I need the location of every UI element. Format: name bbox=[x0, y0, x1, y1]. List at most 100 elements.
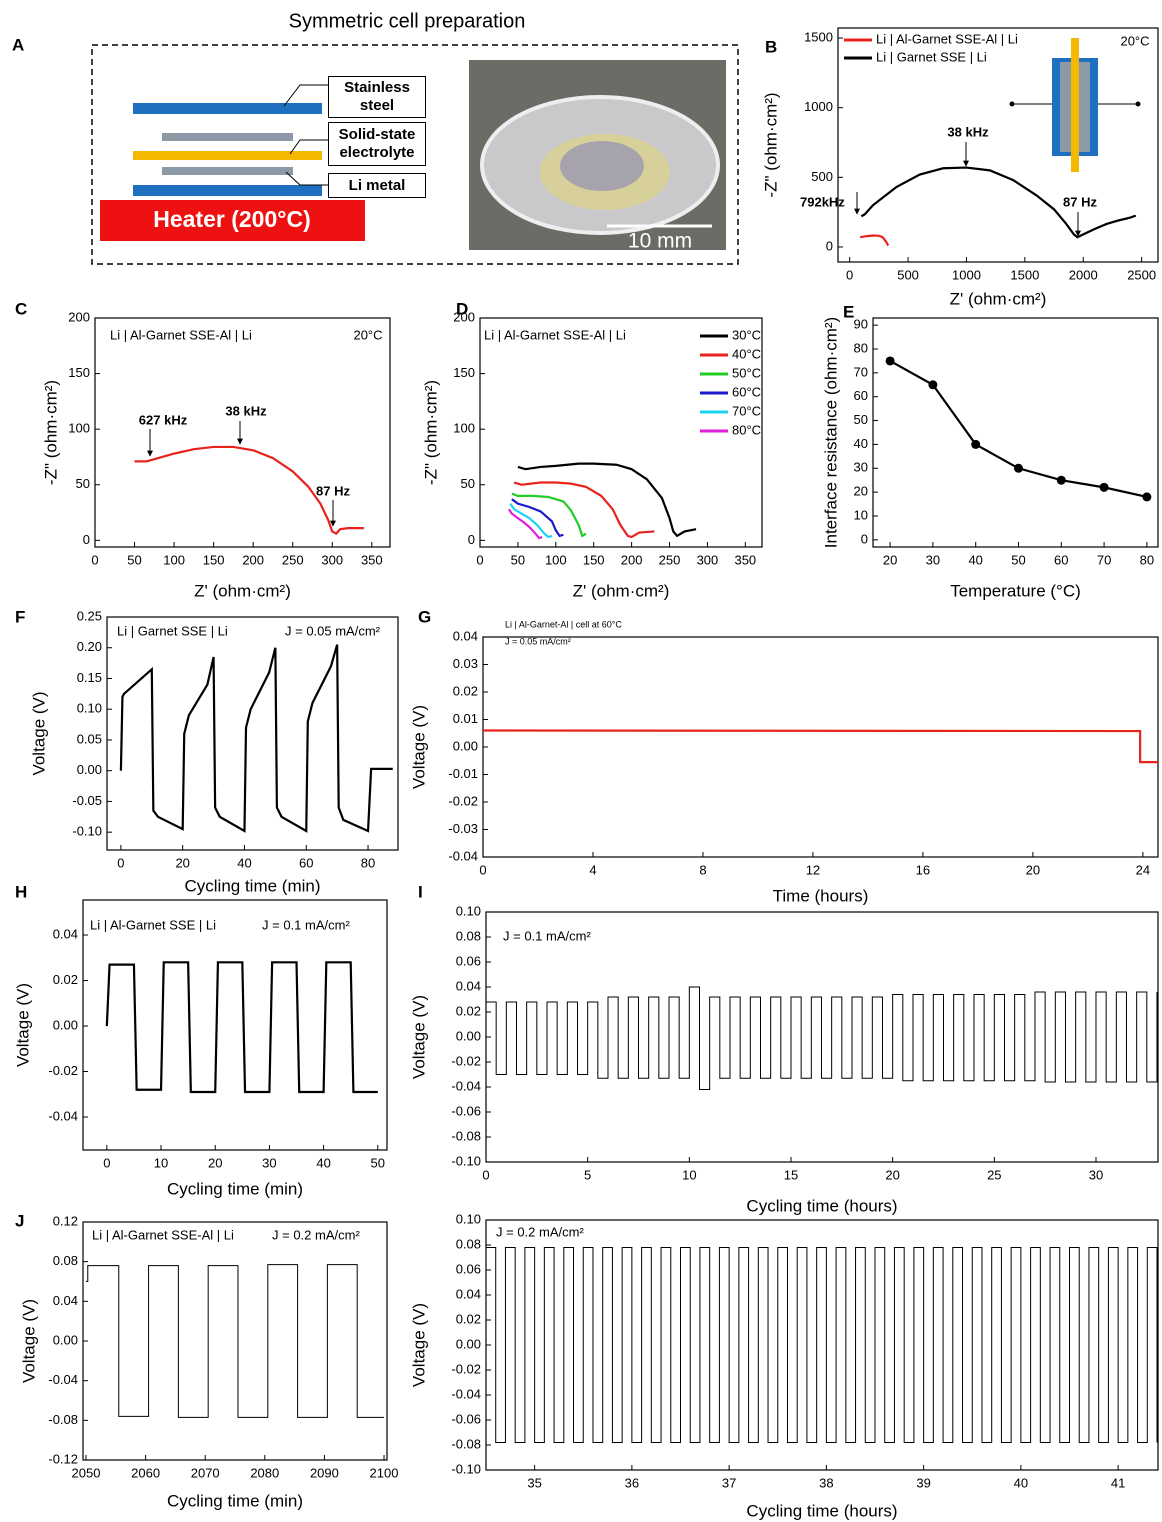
x-tick-label: 250 bbox=[659, 552, 681, 567]
x-tick-label: 35 bbox=[527, 1475, 541, 1490]
y-tick-label: -0.08 bbox=[48, 1412, 78, 1427]
data-point bbox=[1013, 463, 1023, 473]
y-axis-label: Voltage (V) bbox=[29, 691, 48, 775]
y-tick-label: -0.04 bbox=[451, 1386, 481, 1401]
y-tick-label: 150 bbox=[453, 365, 475, 380]
subtitle: Li | Al-Garnet SSE | Li bbox=[90, 917, 216, 932]
x-tick-label: 2070 bbox=[191, 1465, 220, 1480]
annotation: J = 0.05 mA/cm² bbox=[505, 636, 571, 646]
y-tick-label: 0.02 bbox=[53, 972, 78, 987]
x-tick-label: 2000 bbox=[1069, 267, 1098, 282]
series-line bbox=[482, 729, 1158, 764]
y-tick-label: 0.08 bbox=[456, 1236, 481, 1251]
y-tick-label: 0.08 bbox=[53, 1253, 78, 1268]
y-tick-label: 0.06 bbox=[456, 1261, 481, 1276]
series-line bbox=[513, 481, 655, 539]
x-tick-label: 20 bbox=[1026, 862, 1040, 877]
panel-letter: G bbox=[418, 607, 431, 626]
x-tick-label: 0 bbox=[479, 862, 486, 877]
annotation: 38 kHz bbox=[947, 124, 989, 139]
panel-letter: B bbox=[765, 37, 777, 56]
x-tick-label: 40 bbox=[968, 552, 982, 567]
y-tick-label: 200 bbox=[453, 309, 475, 324]
annotation: 20°C bbox=[353, 327, 382, 342]
plot-frame bbox=[872, 317, 1159, 548]
series-line bbox=[119, 644, 393, 833]
y-tick-label: 0.25 bbox=[77, 608, 102, 623]
y-axis-label: Voltage (V) bbox=[409, 995, 428, 1079]
y-tick-label: -0.08 bbox=[451, 1436, 481, 1451]
plot-frame bbox=[82, 1221, 388, 1461]
y-tick-label: -0.06 bbox=[451, 1103, 481, 1118]
y-tick-label: 150 bbox=[68, 365, 90, 380]
x-tick-label: 50 bbox=[127, 552, 141, 567]
x-tick-label: 20 bbox=[885, 1167, 899, 1182]
x-tick-label: 2090 bbox=[310, 1465, 339, 1480]
x-axis-label: Cycling time (hours) bbox=[746, 1501, 897, 1520]
x-tick-label: 100 bbox=[163, 552, 185, 567]
y-tick-label: 0.20 bbox=[77, 639, 102, 654]
x-axis-label: Time (hours) bbox=[773, 886, 869, 905]
y-tick-label: -0.10 bbox=[451, 1153, 481, 1168]
series-line bbox=[85, 1264, 385, 1418]
heater-label: Heater (200°C) bbox=[153, 206, 311, 232]
y-tick-label: 0.00 bbox=[53, 1017, 78, 1032]
y-tick-label: 0.04 bbox=[53, 926, 78, 941]
series-line bbox=[511, 492, 587, 538]
x-tick-label: 24 bbox=[1136, 862, 1150, 877]
x-tick-label: 40 bbox=[237, 855, 251, 870]
x-tick-label: 1000 bbox=[952, 267, 981, 282]
x-tick-label: 41 bbox=[1111, 1475, 1125, 1490]
connector bbox=[283, 84, 328, 107]
data-point bbox=[1142, 492, 1152, 502]
annotation: 87 Hz bbox=[316, 483, 350, 498]
y-tick-label: 0.00 bbox=[53, 1332, 78, 1347]
y-tick-label: -0.04 bbox=[48, 1372, 78, 1387]
plot-frame bbox=[94, 317, 391, 548]
y-tick-label: 0.12 bbox=[53, 1213, 78, 1228]
y-tick-label: -0.06 bbox=[451, 1411, 481, 1426]
y-tick-label: -0.08 bbox=[451, 1128, 481, 1143]
y-tick-label: 0.06 bbox=[456, 953, 481, 968]
plot-frame bbox=[479, 317, 763, 548]
annotation: 87 Hz bbox=[1063, 194, 1097, 209]
x-tick-label: 8 bbox=[699, 862, 706, 877]
y-tick-label: 0.04 bbox=[453, 628, 478, 643]
x-tick-label: 150 bbox=[203, 552, 225, 567]
y-tick-label: 20 bbox=[854, 484, 868, 499]
series-line bbox=[517, 462, 697, 538]
y-tick-label: -0.02 bbox=[448, 793, 478, 808]
x-tick-label: 80 bbox=[361, 855, 375, 870]
annotation: 20°C bbox=[1120, 33, 1149, 48]
layer-label: Solid-state electrolyte bbox=[328, 122, 426, 166]
legend-label: 30°C bbox=[732, 327, 761, 342]
y-tick-label: 0 bbox=[861, 531, 868, 546]
series-line bbox=[486, 986, 1158, 1090]
y-tick-label: -0.02 bbox=[451, 1361, 481, 1376]
y-axis-label: Voltage (V) bbox=[13, 983, 32, 1067]
legend-label: 80°C bbox=[732, 422, 761, 437]
series-line bbox=[889, 359, 1148, 498]
subtitle: Li | Al-Garnet SSE-Al | Li bbox=[484, 327, 626, 342]
y-axis-label: Voltage (V) bbox=[19, 1299, 38, 1383]
x-tick-label: 40 bbox=[316, 1155, 330, 1170]
x-tick-label: 0 bbox=[117, 855, 124, 870]
x-tick-label: 39 bbox=[916, 1475, 930, 1490]
x-tick-label: 50 bbox=[371, 1155, 385, 1170]
x-tick-label: 80 bbox=[1140, 552, 1154, 567]
series-line bbox=[509, 503, 553, 539]
y-tick-label: 0.04 bbox=[53, 1293, 78, 1308]
panel-letter: J bbox=[15, 1211, 24, 1230]
y-tick-label: -0.02 bbox=[48, 1063, 78, 1078]
x-tick-label: 4 bbox=[589, 862, 596, 877]
data-point bbox=[971, 439, 981, 449]
x-tick-label: 200 bbox=[242, 552, 264, 567]
y-tick-label: 0.01 bbox=[453, 711, 478, 726]
x-tick-label: 15 bbox=[784, 1167, 798, 1182]
x-tick-label: 40 bbox=[1014, 1475, 1028, 1490]
panel-letter: E bbox=[843, 302, 854, 321]
plot-frame bbox=[485, 1219, 1159, 1471]
y-tick-label: 0.15 bbox=[77, 670, 102, 685]
x-tick-label: 350 bbox=[361, 552, 383, 567]
y-tick-label: 0.00 bbox=[453, 738, 478, 753]
